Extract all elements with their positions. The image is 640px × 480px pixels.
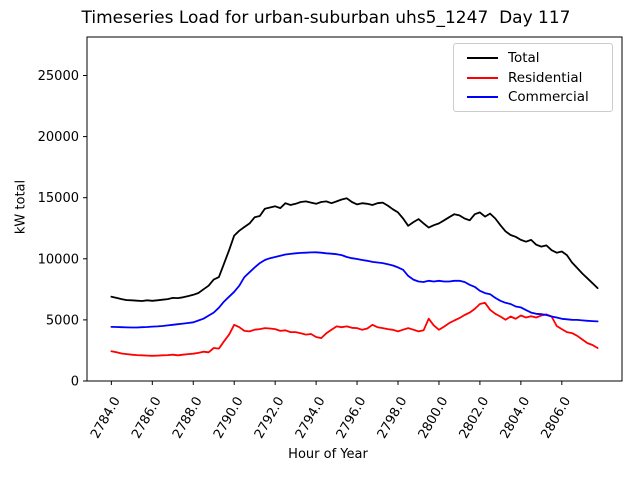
series-line-commercial [110,251,599,329]
y-tick-label: 25000 [38,69,79,84]
series-line-residential [110,301,599,357]
legend-label: Residential [508,69,583,86]
legend-entry-total: Total [462,48,604,68]
legend-line-sample-total [467,56,498,59]
legend-label: Commercial [508,89,589,106]
x-tick-label: 2790.0 [211,395,247,442]
x-tick-label: 2802.0 [457,395,493,442]
x-tick-label: 2784.0 [88,395,124,442]
x-tick-label: 2806.0 [539,395,575,442]
axes-frame [86,36,623,382]
x-tick-label: 2792.0 [252,395,288,442]
series-line-total [110,197,599,302]
legend-entry-residential: Residential [462,68,604,88]
y-tick-label: 10000 [38,252,79,267]
x-tick-label: 2788.0 [170,395,206,442]
x-tick-label: 2794.0 [293,395,329,442]
legend-line-sample-residential [467,76,498,79]
x-tick-label: 2786.0 [129,395,165,442]
x-axis-label: Hour of Year [288,447,368,462]
legend-entry-commercial: Commercial [462,87,604,107]
legend: Total Residential Commercial [453,43,613,112]
y-axis-label: kW total [13,179,29,235]
legend-label: Total [508,49,540,66]
x-tick-label: 2800.0 [416,395,452,442]
chart-title: Timeseries Load for urban-suburban uhs5_… [81,8,571,28]
y-tick-label: 5000 [46,313,79,328]
legend-line-sample-commercial [467,96,498,99]
y-tick-label: 20000 [38,130,79,145]
x-tick-label: 2804.0 [498,395,534,442]
y-tick-label: 15000 [38,191,79,206]
x-tick-label: 2796.0 [334,395,370,442]
y-tick-label: 0 [71,375,79,390]
x-tick-label: 2798.0 [375,395,411,442]
